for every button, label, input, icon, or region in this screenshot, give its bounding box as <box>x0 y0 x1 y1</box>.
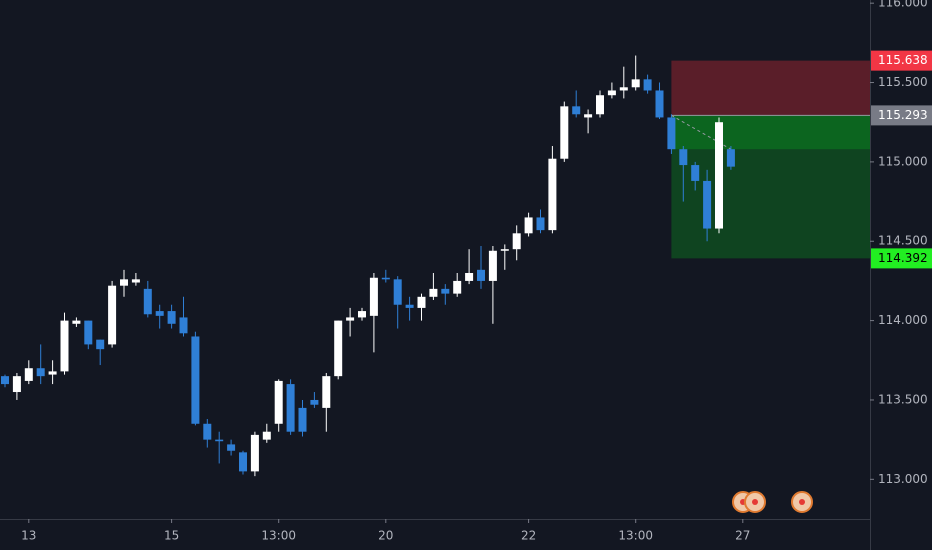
candle-body <box>417 296 426 308</box>
candle-body <box>405 304 414 308</box>
candle-body <box>560 106 569 159</box>
candle-body <box>524 217 533 234</box>
event-dot <box>799 499 805 505</box>
candle-body <box>691 165 700 181</box>
candle-body <box>227 444 236 451</box>
candle-body <box>262 431 271 440</box>
candle-body <box>286 384 295 432</box>
candle-body <box>607 90 616 96</box>
candle-body <box>715 122 723 229</box>
candle-body <box>322 376 331 408</box>
candle-body <box>465 272 474 281</box>
candle-body <box>36 368 45 377</box>
candle-body <box>488 250 497 281</box>
candle-body <box>72 320 81 324</box>
candle-body <box>726 149 735 167</box>
x-tick-label: 13 <box>21 529 36 543</box>
price-tag <box>871 50 932 71</box>
candle-body <box>358 311 366 318</box>
candle-body <box>108 285 117 345</box>
candle-body <box>703 180 712 229</box>
candle-body <box>191 336 200 424</box>
x-tick-label: 15 <box>164 529 179 543</box>
candle-body <box>584 114 593 118</box>
y-tick-label: 114.000 <box>878 313 928 327</box>
x-tick-label: 20 <box>378 529 393 543</box>
candle-body <box>477 269 485 281</box>
price-tag-label: 115.638 <box>878 53 928 67</box>
candle-body <box>215 439 224 442</box>
candle-body <box>84 320 93 345</box>
event-icons[interactable] <box>732 491 813 513</box>
candle-body <box>500 249 509 251</box>
candle-body <box>667 117 676 150</box>
price-tag <box>871 248 932 269</box>
candle-body <box>143 288 152 315</box>
candle-body <box>96 339 105 350</box>
y-tick-label: 115.000 <box>878 154 928 168</box>
candle-body <box>548 158 557 231</box>
candle-body <box>381 277 390 280</box>
x-tick-label: 13:00 <box>618 529 653 543</box>
y-tick-label: 113.500 <box>878 392 928 406</box>
candle-body <box>572 106 581 115</box>
candle-body <box>120 279 128 286</box>
candle-body <box>536 217 545 231</box>
candle-body <box>274 380 283 424</box>
candle-body <box>631 79 640 88</box>
candle-body <box>369 277 378 316</box>
candle-body <box>167 311 176 324</box>
candle-body <box>655 90 664 118</box>
candle-body <box>453 280 462 294</box>
price-tag <box>871 105 932 126</box>
price-axis-bg <box>871 0 932 550</box>
candle-body <box>24 368 33 381</box>
y-tick-label: 113.000 <box>878 472 928 486</box>
y-tick-label: 114.500 <box>878 234 928 248</box>
candle-body <box>298 407 307 432</box>
stop-zone <box>671 60 870 116</box>
candle-body <box>1 376 9 385</box>
candle-body <box>203 423 212 440</box>
candle-body <box>346 317 355 321</box>
y-tick-label: 115.500 <box>878 75 928 89</box>
candle-body <box>512 233 521 250</box>
event-dot <box>752 499 758 505</box>
candle-body <box>679 149 688 166</box>
candle-body <box>596 95 604 115</box>
candle-body <box>12 376 21 393</box>
candle-body <box>250 434 259 472</box>
candle-body <box>643 79 652 91</box>
candle-body <box>334 320 343 377</box>
candle-body <box>310 399 319 405</box>
candle-body <box>619 87 628 91</box>
candle-body <box>179 317 188 334</box>
price-tag-label: 114.392 <box>878 251 928 265</box>
candle-body <box>239 452 247 472</box>
y-tick-label: 116.000 <box>878 0 928 10</box>
candle-body <box>393 279 402 305</box>
price-tag-label: 115.293 <box>878 108 928 122</box>
x-tick-label: 22 <box>521 529 536 543</box>
open-profit-zone <box>671 115 870 150</box>
candle-body <box>441 288 450 294</box>
x-tick-label: 13:00 <box>261 529 296 543</box>
candle-body <box>131 279 140 283</box>
candle-body <box>60 320 69 372</box>
candle-body <box>429 288 438 297</box>
candle-body <box>48 371 57 375</box>
candle-body <box>155 311 164 316</box>
x-tick-label: 27 <box>735 529 750 543</box>
